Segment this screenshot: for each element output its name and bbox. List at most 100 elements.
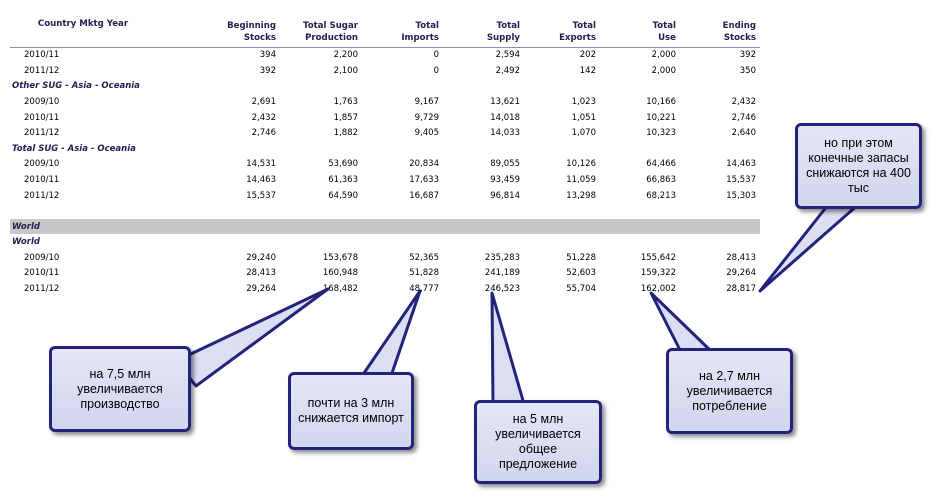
value-cell: 246,523 [484,284,520,295]
ending-stocks-callout-pointer [758,194,870,293]
value-cell: 29,264 [726,268,756,279]
value-cell: 17,633 [409,175,439,186]
imports-callout-pointer [360,289,422,378]
section-band-row: World [10,219,760,235]
table-header-row: Country Mktg Year Beginning Stocks Total… [10,14,760,48]
value-cell: 28,817 [726,284,756,295]
column-header: Country Mktg Year [10,14,160,48]
value-cell: 9,729 [414,112,439,123]
value-cell: 2,000 [651,50,676,61]
value-cell: 13,621 [490,97,520,108]
value-cell: 51,228 [566,252,596,263]
value-cell: 96,814 [490,190,520,201]
supply-callout-text: на 5 млн увеличивается общее предложение [495,412,581,471]
value-cell: 68,213 [646,190,676,201]
value-cell: 66,863 [646,175,676,186]
year-cell: 2009/10 [24,159,60,170]
value-cell: 2,200 [333,50,358,61]
value-cell: 16,687 [409,190,439,201]
supply-callout: на 5 млн увеличивается общее предложение [474,400,602,484]
production-callout-text: на 7,5 млн увеличивается производство [77,366,163,411]
use-callout-text: на 2,7 млн увеличивается потребление [686,368,773,413]
year-cell: 2011/12 [24,190,60,201]
value-cell: 10,166 [646,97,676,108]
value-cell: 392 [739,50,756,61]
column-header: Total Sugar Production [280,14,362,48]
column-header: Ending Stocks [680,14,760,48]
value-cell: 155,642 [640,252,676,263]
sugar-balance-table-container: Country Mktg Year Beginning Stocks Total… [10,14,760,297]
table-row: 2010/11 14,463 61,363 17,633 93,459 11,059 66,… [10,172,760,188]
value-cell: 29,240 [246,252,276,263]
value-cell: 1,763 [333,97,358,108]
year-cell: 2011/12 [24,65,60,76]
table-row: 2009/10 2,691 1,763 9,167 13,621 1,023 10,166 2… [10,94,760,110]
use-callout: на 2,7 млн увеличивается потребление [666,348,793,434]
value-cell: 53,690 [328,159,358,170]
value-cell: 14,018 [490,112,520,123]
column-header: Total Supply [443,14,524,48]
group-label: Other SUG - Asia - Oceania [12,81,140,92]
value-cell: 9,405 [414,128,439,139]
value-cell: 52,603 [566,268,596,279]
value-cell: 1,023 [571,97,596,108]
value-cell: 2,746 [251,128,276,139]
value-cell: 15,303 [726,190,756,201]
value-cell: 1,051 [571,112,596,123]
value-cell: 14,463 [246,175,276,186]
ending-stocks-callout-text: но при этом конечные запасы снижаются на… [806,136,911,195]
group-heading-row: World [10,234,760,250]
column-header: Total Exports [524,14,600,48]
imports-callout-text: почти на 3 млн снижается импорт [298,396,404,425]
value-cell: 9,167 [414,97,439,108]
value-cell: 29,264 [246,284,276,295]
column-header: Beginning Stocks [160,14,280,48]
year-cell: 2011/12 [24,128,60,139]
value-cell: 2,746 [731,112,756,123]
value-cell: 2,432 [251,112,276,123]
value-cell: 0 [433,50,439,61]
table-row: 2010/11 28,413 160,948 51,828 241,189 52,603 1… [10,266,760,282]
imports-callout: почти на 3 млн снижается импорт [288,372,414,450]
value-cell: 2,594 [495,50,520,61]
value-cell: 10,126 [566,159,596,170]
value-cell: 0 [433,65,439,76]
value-cell: 1,070 [571,128,596,139]
value-cell: 162,002 [640,284,676,295]
value-cell: 2,492 [495,65,520,76]
table-row: 2009/10 29,240 153,678 52,365 235,283 51,228 1… [10,250,760,266]
value-cell: 392 [259,65,276,76]
year-cell: 2011/12 [24,284,60,295]
year-cell: 2010/11 [24,175,60,186]
value-cell: 48,777 [409,284,439,295]
value-cell: 2,432 [731,97,756,108]
value-cell: 51,828 [409,268,439,279]
table-row: 2011/12 2,746 1,882 9,405 14,033 1,070 10,323 2… [10,125,760,141]
value-cell: 61,363 [328,175,358,186]
value-cell: 10,323 [646,128,676,139]
value-cell: 28,413 [726,252,756,263]
value-cell: 241,189 [484,268,520,279]
table-body: 2010/11 394 2,200 0 2,594 202 2,000 392 2011/12 3… [10,47,760,297]
value-cell: 89,055 [490,159,520,170]
value-cell: 14,531 [246,159,276,170]
value-cell: 14,033 [490,128,520,139]
production-callout: на 7,5 млн увеличивается производство [49,346,191,432]
value-cell: 55,704 [566,284,596,295]
ending-stocks-callout: но при этом конечные запасы снижаются на… [795,123,922,209]
table-row: 2010/11 394 2,200 0 2,594 202 2,000 392 [10,47,760,63]
section-band-label: World [10,219,760,235]
value-cell: 153,678 [322,252,358,263]
value-cell: 15,537 [246,190,276,201]
table-row: 2011/12 29,264 168,482 48,777 246,523 55,704 1… [10,281,760,297]
table-row: 2011/12 15,537 64,590 16,687 96,814 13,298 68,… [10,188,760,204]
value-cell: 93,459 [490,175,520,186]
value-cell: 235,283 [484,252,520,263]
group-heading-row: Other SUG - Asia - Oceania [10,79,760,95]
year-cell: 2009/10 [24,252,60,263]
value-cell: 15,537 [726,175,756,186]
supply-callout-pointer [490,291,526,406]
value-cell: 160,948 [322,268,358,279]
table-row: 2011/12 392 2,100 0 2,492 142 2,000 350 [10,63,760,79]
value-cell: 2,691 [251,97,276,108]
